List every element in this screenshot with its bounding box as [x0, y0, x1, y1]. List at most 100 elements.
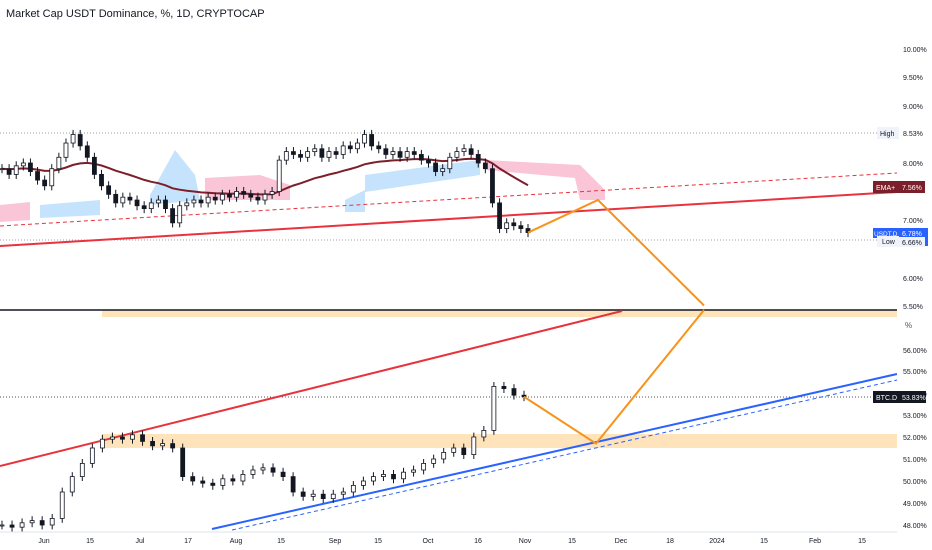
x-tick-label: 15: [858, 538, 866, 545]
candle-body: [29, 520, 35, 524]
candle-body: [411, 151, 417, 155]
candle-body: [191, 199, 197, 204]
y-tick-label: 9.50%: [903, 75, 923, 82]
y-tick-label: 51.00%: [903, 457, 927, 464]
candle-body: [59, 491, 65, 519]
candle-body: [13, 165, 19, 175]
y-tick-label: 6.00%: [903, 276, 923, 283]
candle-body: [0, 168, 5, 171]
candle-body: [240, 473, 246, 482]
candle-body: [9, 524, 15, 528]
candle-body: [300, 491, 306, 497]
right-price-axis[interactable]: [897, 0, 932, 550]
support-zone-top: [102, 310, 897, 317]
y-tick-label: 7.00%: [903, 218, 923, 225]
candle-body: [248, 193, 254, 198]
cloud-segment: [485, 160, 605, 200]
candle-body: [411, 469, 416, 473]
lower-pane-percent-label: %: [905, 321, 912, 330]
x-tick-label: Feb: [809, 538, 821, 545]
btc-blue-trendline: [211, 373, 898, 530]
btc-candles: [0, 382, 527, 532]
candle-body: [320, 493, 326, 500]
x-tick-label: 15: [760, 538, 768, 545]
candle-body: [190, 476, 196, 482]
candle-body: [56, 156, 62, 170]
candle-body: [184, 202, 190, 207]
candle-body: [35, 171, 40, 181]
candle-body: [312, 148, 318, 152]
usdt-candles: [0, 129, 531, 238]
y-tick-label: 56.00%: [903, 348, 927, 355]
usdt-red-trendline: [0, 191, 898, 247]
candle-body: [426, 159, 431, 164]
cloud-segment: [0, 202, 30, 222]
candle-body: [99, 173, 104, 187]
candle-body: [241, 191, 247, 195]
candle-body: [134, 199, 140, 207]
candle-body: [120, 436, 125, 440]
candle-body: [79, 462, 85, 477]
candle-body: [113, 193, 119, 204]
cloud-segment: [365, 160, 480, 192]
candle-body: [397, 151, 403, 158]
candle-body: [310, 493, 316, 497]
x-tick-label: 2024: [709, 538, 725, 545]
candle-body: [447, 156, 453, 170]
candle-body: [230, 478, 236, 482]
candle-body: [39, 520, 45, 526]
candle-body: [262, 193, 268, 201]
high-marker: High 8.53%: [877, 127, 923, 139]
candle-body: [77, 134, 83, 147]
candle-body: [383, 148, 389, 155]
candle-body: [283, 151, 289, 161]
candle-body: [511, 222, 517, 227]
x-tick-label: Sep: [329, 538, 342, 545]
candle-body: [461, 447, 467, 455]
candle-body: [433, 162, 438, 172]
usdt-red-dashed-line: [0, 172, 898, 227]
candle-body: [276, 159, 282, 192]
candle-body: [148, 202, 154, 209]
x-tick-label: Jun: [38, 538, 49, 545]
btc-last-value: 53.83%: [902, 395, 926, 402]
candle-body: [305, 151, 311, 158]
candle-body: [371, 476, 376, 482]
high-marker-value: 8.53%: [903, 131, 923, 138]
candle-body: [110, 436, 115, 440]
candle-body: [326, 151, 332, 158]
y-tick-label: 53.00%: [903, 413, 927, 420]
candle-body: [219, 193, 225, 201]
candle-body: [340, 145, 346, 155]
candle-body: [468, 148, 474, 155]
candle-body: [404, 151, 410, 158]
cloud-segment: [40, 200, 100, 218]
candle-body: [205, 196, 211, 204]
candle-body: [497, 202, 502, 229]
x-tick-label: 15: [374, 538, 382, 545]
candle-body: [501, 385, 507, 389]
chart-title: Market Cap USDT Dominance, %, 1D, CRYPTO…: [6, 8, 265, 20]
candle-body: [441, 451, 447, 460]
candle-body: [130, 434, 135, 440]
candle-body: [360, 480, 366, 486]
candle-body: [28, 162, 33, 172]
candle-body: [333, 151, 339, 155]
usdt-y-axis-ticks: 10.00% 9.50% 9.00% 8.00% 7.00% 6.00% 5.50%: [903, 47, 927, 311]
candle-body: [511, 388, 517, 396]
x-tick-label: 15: [568, 538, 576, 545]
time-axis-ticks[interactable]: Jun 15 Jul 17 Aug 15 Sep 15 Oct 16 Nov 15 Dec 18 2024 1…: [38, 538, 866, 545]
low-marker-value: 6.66%: [902, 240, 922, 247]
low-marker: Low 6.66%: [877, 236, 925, 247]
candle-body: [471, 436, 477, 456]
usdt-last-value: 6.78%: [902, 231, 922, 238]
y-tick-label: 49.00%: [903, 501, 927, 508]
candle-body: [127, 196, 133, 201]
candle-body: [210, 482, 216, 486]
candle-body: [431, 458, 437, 464]
candle-body: [92, 156, 97, 175]
support-zone-bottom: [102, 434, 897, 448]
candle-body: [269, 191, 275, 195]
candle-body: [260, 467, 266, 471]
